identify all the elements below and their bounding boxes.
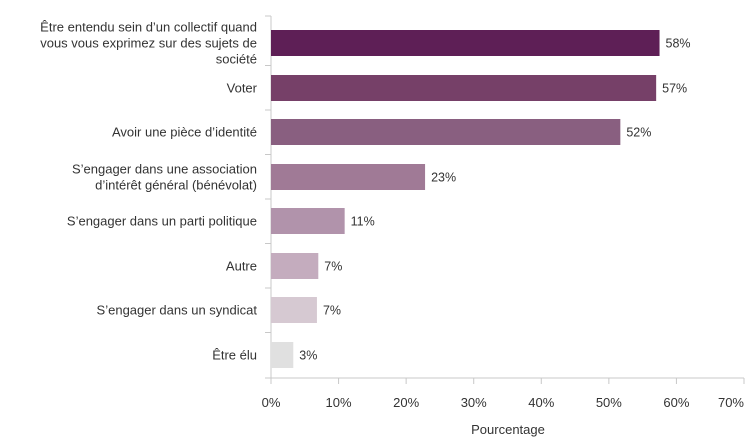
x-tick-label: 70% <box>718 395 744 410</box>
x-tick-label: 10% <box>326 395 352 410</box>
category-label: S’engager dans une association d’intérêt … <box>72 162 257 193</box>
bar <box>271 297 317 323</box>
bar <box>271 342 294 368</box>
x-tick-label: 60% <box>663 395 689 410</box>
bar <box>271 75 657 101</box>
bar <box>271 253 319 279</box>
bar-value-label: 58% <box>666 37 691 51</box>
bar <box>271 208 345 234</box>
bar <box>271 119 621 145</box>
value-labels-group: 58% 57% 52% 23% 11% 7% 7% 3% <box>299 37 690 363</box>
y-ticks-group <box>265 15 271 379</box>
x-tick-label: 0% <box>262 395 281 410</box>
bar-value-label: 3% <box>299 349 317 363</box>
x-tick-label: 40% <box>528 395 554 410</box>
x-axis-title: Pourcentage <box>471 422 545 437</box>
x-tick-label: 20% <box>393 395 419 410</box>
category-labels-group: Être entendu sein d’un collectif quand vo… <box>40 20 257 363</box>
bar-value-label: 7% <box>324 260 342 274</box>
bars-group <box>271 30 660 368</box>
bar <box>271 164 426 190</box>
category-label: Voter <box>227 81 258 96</box>
bar-value-label: 57% <box>662 82 687 96</box>
bar-value-label: 23% <box>431 171 456 185</box>
category-label: S’engager dans un syndicat <box>97 303 258 318</box>
x-tick-label: 30% <box>461 395 487 410</box>
category-label: Avoir une pièce d’identité <box>112 125 257 140</box>
bar <box>271 30 660 56</box>
chart-axes <box>270 16 744 379</box>
category-label: Autre <box>226 259 257 274</box>
x-tick-label: 50% <box>596 395 622 410</box>
bar-value-label: 52% <box>626 126 651 140</box>
category-label: Être entendu sein d’un collectif quand vo… <box>40 20 257 67</box>
category-label: S’engager dans un parti politique <box>67 214 257 229</box>
bar-value-label: 11% <box>351 215 375 229</box>
category-label: Être élu <box>212 348 257 363</box>
bar-value-label: 7% <box>323 304 341 318</box>
x-ticks-group: 0% 10% 20% 30% 40% 50% 60% 70% <box>262 378 745 410</box>
